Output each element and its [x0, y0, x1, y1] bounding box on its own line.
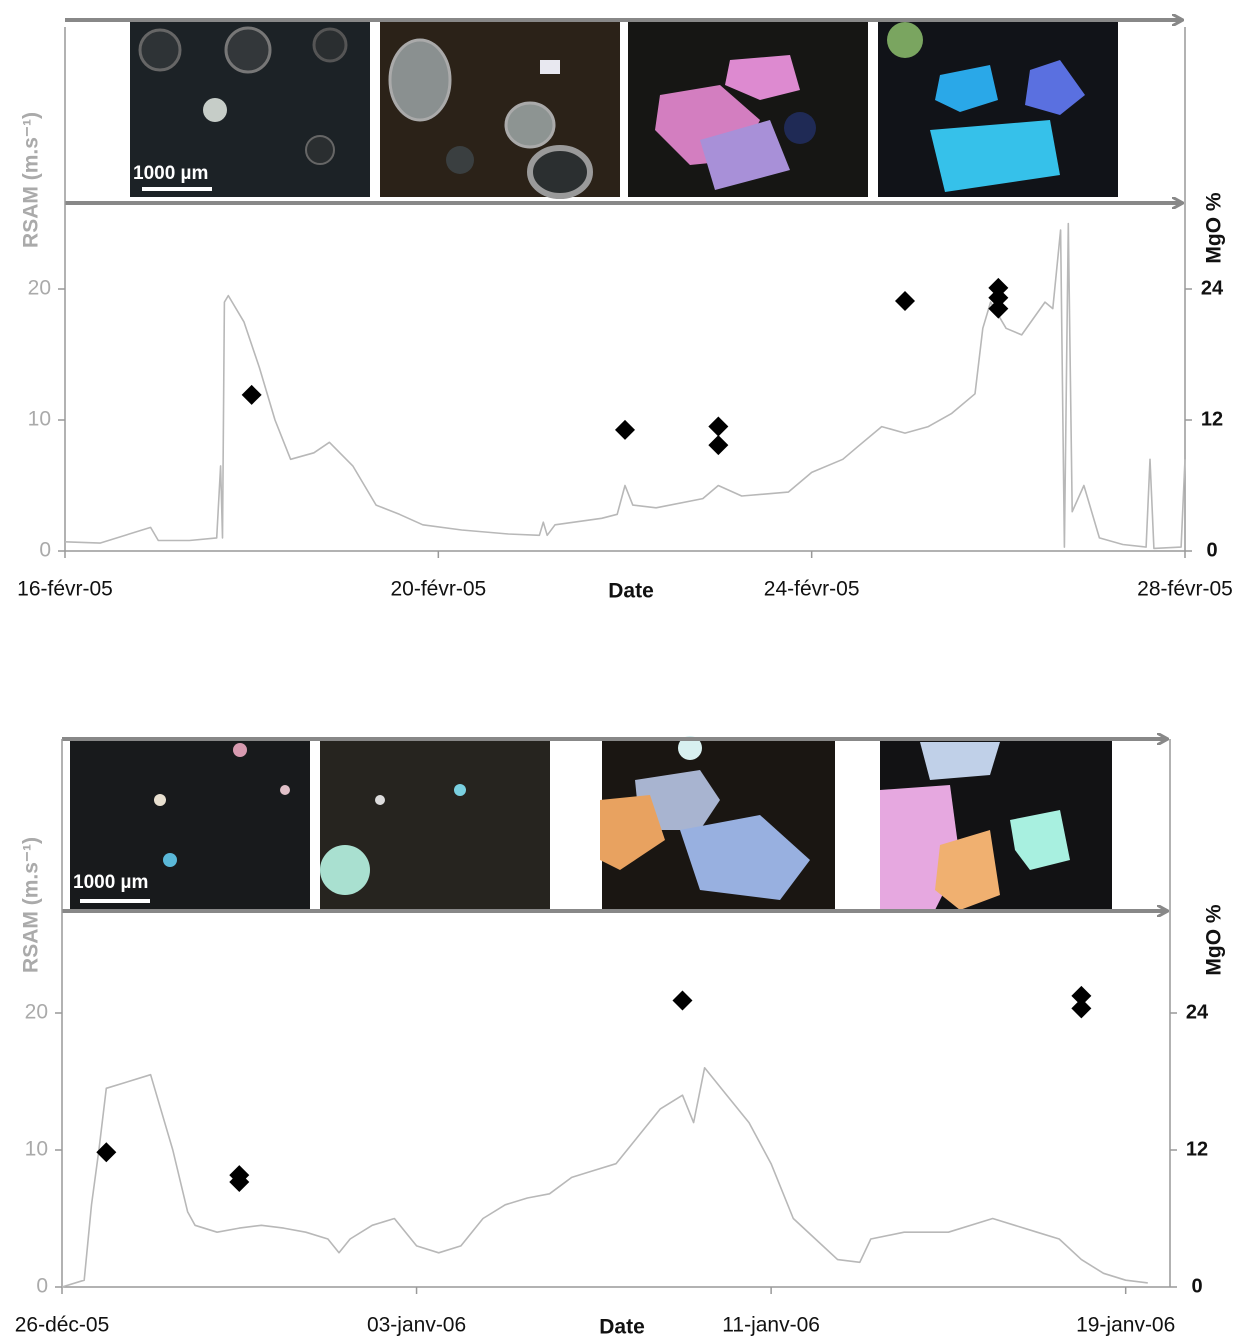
- mgo-point: [1071, 985, 1092, 1006]
- rsam-line: [61, 1067, 1148, 1288]
- x-tick-label: 26-déc-05: [15, 1314, 110, 1337]
- y2-axis-label: MgO %: [1203, 192, 1226, 263]
- y-tick-label: 10: [28, 408, 51, 431]
- mgo-point: [241, 384, 262, 405]
- y2-tick-label: 12: [1186, 1138, 1208, 1160]
- y-tick-label: 20: [25, 1001, 48, 1024]
- x-tick-label: 28-févr-05: [1137, 578, 1233, 601]
- micrographs-top: 1000 µm: [130, 22, 1118, 199]
- mgo-point: [708, 435, 729, 456]
- y2-tick-label: 24: [1201, 277, 1224, 299]
- x-tick-label: 03-janv-06: [367, 1314, 466, 1337]
- x-tick-label: 20-févr-05: [390, 578, 486, 601]
- y2-tick-label: 24: [1186, 1001, 1209, 1023]
- y-tick-label: 0: [36, 1275, 48, 1298]
- x-axis-label: Date: [608, 580, 654, 603]
- rsam-line: [64, 222, 1186, 550]
- y-tick-label: 10: [25, 1138, 48, 1161]
- y2-tick-label: 12: [1201, 408, 1223, 430]
- mgo-point: [708, 416, 729, 437]
- scale-bar-label: 1000 µm: [73, 872, 148, 893]
- mgo-point: [1071, 998, 1092, 1019]
- mgo-point: [229, 1171, 250, 1192]
- y-tick-label: 20: [28, 277, 51, 300]
- scale-bar-label: 1000 µm: [133, 163, 208, 184]
- mgo-point: [96, 1142, 117, 1163]
- y2-axis-label: MgO %: [1203, 904, 1226, 975]
- y-axis-label: RSAM (m.s⁻¹): [20, 112, 43, 248]
- mgo-point: [988, 298, 1009, 319]
- micrographs-bottom: 1000 µm: [70, 736, 1112, 910]
- x-axis-label: Date: [599, 1316, 645, 1339]
- x-tick-label: 11-janv-06: [722, 1314, 820, 1337]
- x-tick-label: 16-févr-05: [17, 578, 113, 601]
- x-tick-label: 19-janv-06: [1076, 1314, 1175, 1337]
- mgo-point: [615, 419, 635, 440]
- y2-tick-label: 0: [1206, 539, 1217, 561]
- y2-tick-label: 0: [1191, 1275, 1202, 1297]
- mgo-point: [672, 990, 693, 1011]
- y-tick-label: 0: [39, 539, 51, 562]
- y-axis-label: RSAM (m.s⁻¹): [20, 837, 43, 973]
- x-tick-label: 24-févr-05: [764, 578, 860, 601]
- mgo-point: [988, 287, 1009, 308]
- mgo-point: [895, 291, 915, 312]
